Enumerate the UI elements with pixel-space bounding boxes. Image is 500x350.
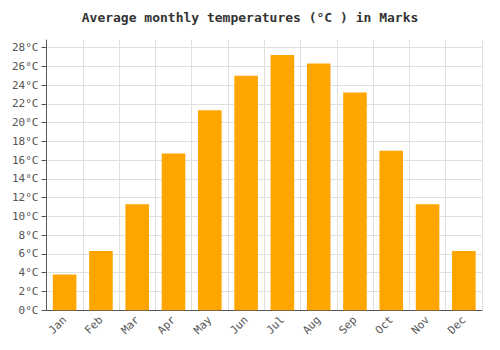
svg-text:Jul: Jul [264, 314, 287, 337]
svg-text:Dec: Dec [445, 314, 468, 337]
svg-text:0°C: 0°C [19, 304, 39, 317]
svg-text:20°C: 20°C [12, 116, 39, 129]
svg-text:Jun: Jun [227, 314, 250, 337]
svg-text:Feb: Feb [82, 314, 105, 337]
svg-text:Mar: Mar [119, 313, 142, 336]
svg-text:Sep: Sep [336, 314, 359, 337]
svg-text:Average monthly temperatures (: Average monthly temperatures (°C ) in Ma… [82, 10, 419, 25]
svg-text:16°C: 16°C [12, 154, 39, 167]
svg-text:Aug: Aug [300, 314, 323, 337]
svg-text:Oct: Oct [373, 314, 396, 337]
svg-text:May: May [191, 313, 214, 336]
svg-text:Nov: Nov [409, 313, 432, 336]
svg-text:22°C: 22°C [12, 97, 39, 110]
svg-text:8°C: 8°C [19, 229, 39, 242]
svg-text:Jan: Jan [46, 314, 69, 337]
svg-text:12°C: 12°C [12, 191, 39, 204]
svg-text:2°C: 2°C [19, 285, 39, 298]
svg-text:Apr: Apr [155, 313, 178, 336]
svg-text:14°C: 14°C [12, 172, 39, 185]
svg-text:26°C: 26°C [12, 60, 39, 73]
svg-text:28°C: 28°C [12, 41, 39, 54]
svg-text:18°C: 18°C [12, 135, 39, 148]
svg-text:4°C: 4°C [19, 266, 39, 279]
svg-text:6°C: 6°C [19, 247, 39, 260]
svg-text:10°C: 10°C [12, 210, 39, 223]
svg-text:24°C: 24°C [12, 79, 39, 92]
